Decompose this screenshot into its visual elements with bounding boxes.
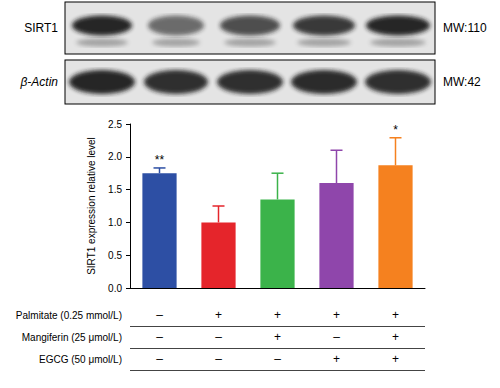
svg-text:MW:42: MW:42: [443, 75, 481, 89]
svg-text:2.0: 2.0: [108, 151, 122, 162]
svg-text:*: *: [393, 123, 398, 137]
svg-text:MW:110: MW:110: [443, 21, 487, 35]
html-text:Mangiferin (25 μmol/L): Mangiferin (25 μmol/L): [21, 332, 122, 343]
html-text:Palmitate (0.25 mmol/L): Palmitate (0.25 mmol/L): [15, 310, 122, 321]
svg-text:SIRT1 expression relative leve: SIRT1 expression relative level: [86, 137, 97, 275]
svg-text:2.5: 2.5: [108, 119, 122, 130]
svg-text:1.0: 1.0: [108, 217, 122, 228]
svg-text:**: **: [155, 153, 165, 167]
svg-text:0.0: 0.0: [108, 283, 122, 294]
svg-text:SIRT1: SIRT1: [24, 21, 58, 35]
svg-text:β-Actin: β-Actin: [19, 75, 58, 89]
svg-text:1.5: 1.5: [108, 184, 122, 195]
svg-text:0.5: 0.5: [108, 250, 122, 261]
html-text:EGCG (50 μmol/L): EGCG (50 μmol/L): [39, 354, 122, 365]
